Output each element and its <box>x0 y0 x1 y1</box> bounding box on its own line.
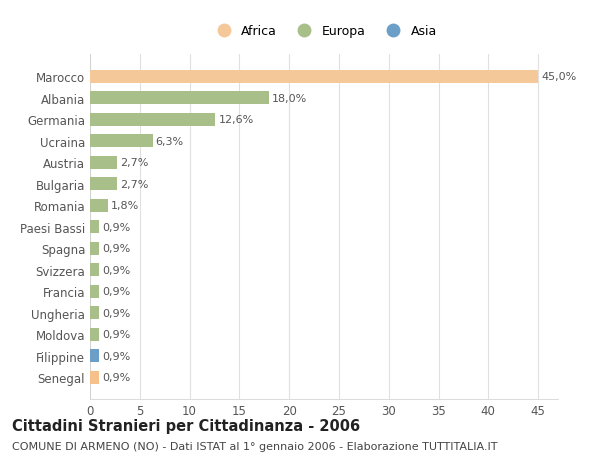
Text: 1,8%: 1,8% <box>111 201 139 211</box>
Bar <box>90 285 99 298</box>
Bar <box>90 242 99 255</box>
Text: 18,0%: 18,0% <box>272 94 307 104</box>
Text: 0,9%: 0,9% <box>102 244 130 254</box>
Bar <box>90 157 117 169</box>
Text: 0,9%: 0,9% <box>102 351 130 361</box>
Bar <box>90 307 99 319</box>
Bar <box>90 178 117 191</box>
Bar <box>90 263 99 276</box>
Bar <box>90 135 153 148</box>
Bar <box>90 199 108 212</box>
Text: 0,9%: 0,9% <box>102 265 130 275</box>
Legend: Africa, Europa, Asia: Africa, Europa, Asia <box>206 20 442 43</box>
Text: 0,9%: 0,9% <box>102 372 130 382</box>
Bar <box>90 349 99 362</box>
Bar <box>90 92 269 105</box>
Text: COMUNE DI ARMENO (NO) - Dati ISTAT al 1° gennaio 2006 - Elaborazione TUTTITALIA.: COMUNE DI ARMENO (NO) - Dati ISTAT al 1°… <box>12 441 497 451</box>
Text: Cittadini Stranieri per Cittadinanza - 2006: Cittadini Stranieri per Cittadinanza - 2… <box>12 418 360 433</box>
Bar <box>90 328 99 341</box>
Text: 2,7%: 2,7% <box>120 158 148 168</box>
Text: 6,3%: 6,3% <box>156 136 184 146</box>
Text: 12,6%: 12,6% <box>218 115 254 125</box>
Text: 0,9%: 0,9% <box>102 308 130 318</box>
Text: 0,9%: 0,9% <box>102 286 130 297</box>
Bar <box>90 371 99 384</box>
Text: 2,7%: 2,7% <box>120 179 148 189</box>
Text: 0,9%: 0,9% <box>102 222 130 232</box>
Bar <box>90 113 215 127</box>
Text: 0,9%: 0,9% <box>102 330 130 339</box>
Bar <box>90 71 538 84</box>
Text: 45,0%: 45,0% <box>541 72 577 82</box>
Bar <box>90 221 99 234</box>
